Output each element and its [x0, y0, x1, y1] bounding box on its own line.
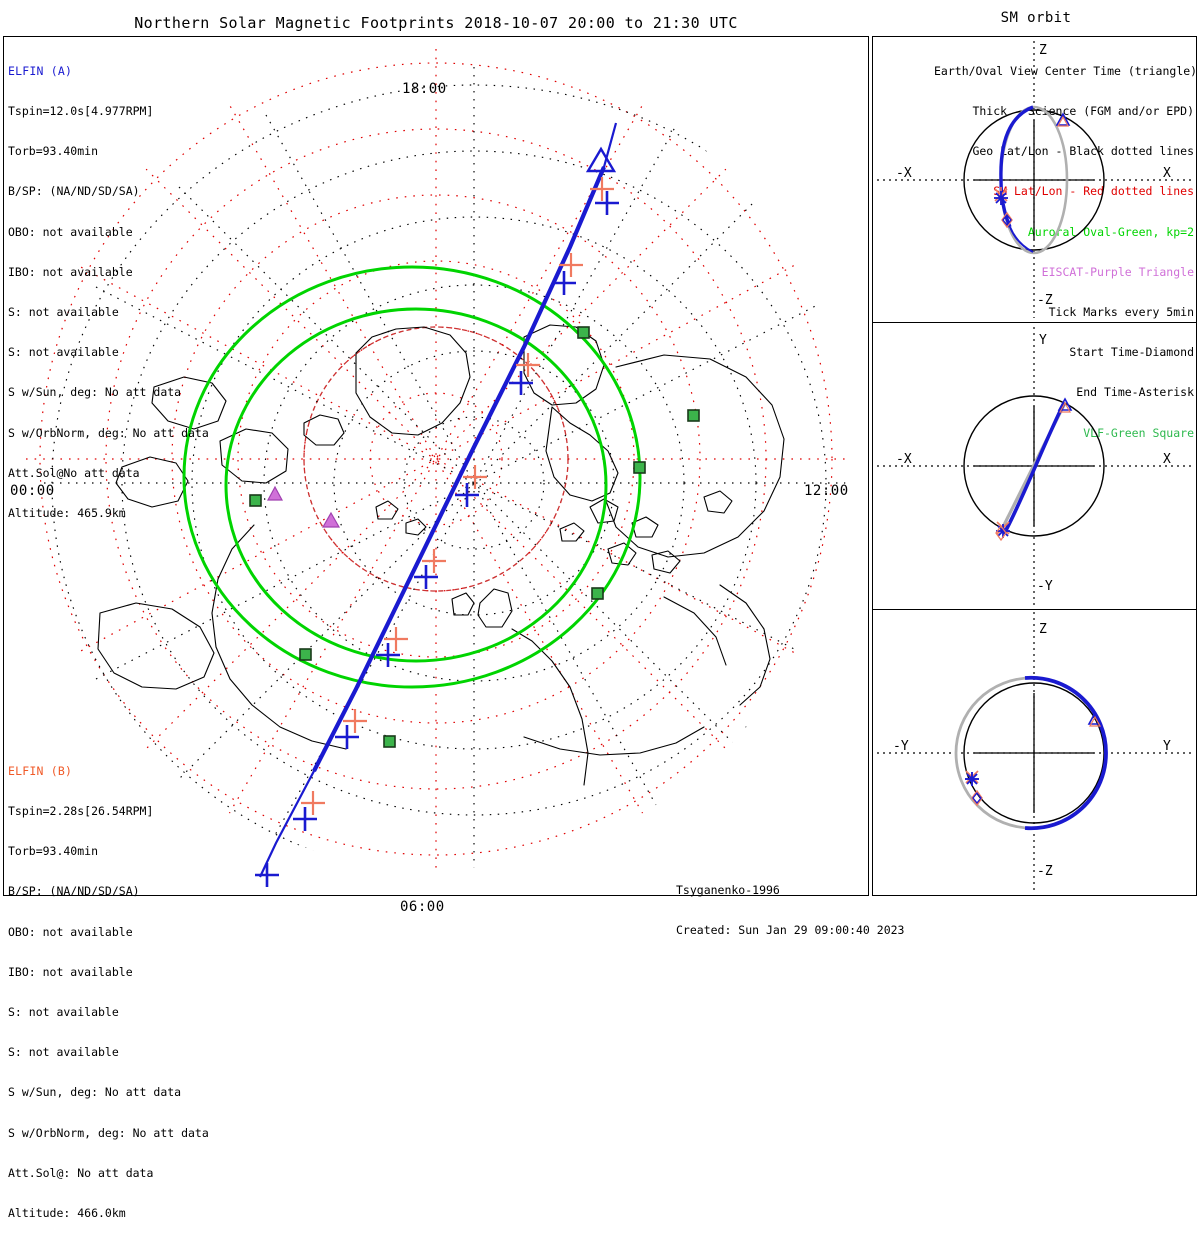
spacecraft-a-line-3: OBO: not available — [8, 224, 133, 239]
orbit-track-thin-xz — [1009, 226, 1034, 253]
ground-track — [255, 122, 619, 887]
eiscat-stations — [266, 485, 341, 528]
legend-item-sm-grid: SM Lat/Lon - Red dotted lines — [993, 184, 1194, 199]
axis-label-xy-bottom: -Y — [1037, 579, 1053, 594]
spacecraft-a-line-8: S w/OrbNorm, deg: No att data — [8, 425, 209, 440]
axis-label-yz-left: -Y — [893, 739, 909, 754]
sm-orbit-column: -X X Z -Z — [872, 36, 1197, 896]
vlf-stations — [249, 326, 700, 748]
orbit-xz-svg — [877, 41, 1192, 318]
screenshot-root: Northern Solar Magnetic Footprints 2018-… — [3, 10, 1198, 1220]
orbit-track-xy — [1002, 402, 1066, 535]
legend-item-geo-grid: Geo Lat/Lon - Black dotted lines — [972, 144, 1194, 159]
spacecraft-b-line-7: S w/Sun, deg: No att data — [8, 1085, 182, 1100]
spacecraft-b-line-10: Altitude: 466.0km — [8, 1206, 126, 1221]
spacecraft-a-line-10: Altitude: 465.9km — [8, 506, 126, 521]
marker-triangle-xy — [1057, 397, 1073, 413]
legend-item-auroral-oval: Auroral Oval-Green, kp=2 — [1027, 224, 1194, 239]
marker-triangle-yz — [1087, 711, 1103, 727]
marker-diamond-xz — [1001, 211, 1013, 229]
orbit-panel-xy: -X X Y -Y — [873, 323, 1196, 610]
axis-label-yz-top: Z — [1039, 622, 1047, 637]
mlt-label-06: 06:00 — [400, 899, 445, 915]
sm-meridians — [26, 49, 846, 869]
axis-label-xy-top: Y — [1039, 333, 1047, 348]
axis-label-xy-left: -X — [896, 452, 912, 467]
earth-disk-xz — [963, 109, 1105, 251]
axis-label-xy-right: X — [1163, 452, 1171, 467]
legend-item-end-time: End Time-Asterisk — [1076, 385, 1194, 400]
polar-map-panel: 18:00 00:00 12:00 06:00 — [3, 36, 869, 915]
orbit-xy-svg — [877, 327, 1192, 605]
axis-label-xz-left: -X — [896, 166, 912, 181]
spacecraft-b-name: ELFIN (B) — [8, 763, 73, 778]
tick-marks-salmon — [301, 177, 614, 815]
axis-label-yz-bottom: -Z — [1037, 864, 1053, 879]
spacecraft-a-line-2: B/SP: (NA/ND/SD/SA) — [8, 184, 140, 199]
track-thick-science — [312, 166, 606, 772]
marker-triangle-xz — [1055, 112, 1071, 127]
spacecraft-a-name: ELFIN (A) — [8, 63, 73, 78]
spacecraft-b-line-2: B/SP: (NA/ND/SD/SA) — [8, 884, 140, 899]
spacecraft-b-line-0: Tspin=2.28s[26.54RPM] — [8, 804, 154, 819]
spacecraft-a-line-4: IBO: not available — [8, 264, 133, 279]
page-title: Northern Solar Magnetic Footprints 2018-… — [134, 14, 738, 32]
orbit-panel-yz: -Y Y Z -Z — [873, 610, 1196, 895]
spacecraft-b-line-6: S: not available — [8, 1045, 119, 1060]
legend-item-start-time: Start Time-Diamond — [1069, 345, 1194, 360]
polar-map-svg — [26, 49, 846, 887]
spacecraft-b-line-5: S: not available — [8, 1005, 119, 1020]
orbit-panel-xz: -X X Z -Z — [873, 37, 1196, 323]
auroral-oval — [182, 265, 642, 689]
marker-diamond-yz — [971, 789, 983, 807]
spacecraft-b-line-8: S w/OrbNorm, deg: No att data — [8, 1125, 209, 1140]
spacecraft-a-line-9: Att.Sol@No att data — [8, 465, 140, 480]
legend-item-eiscat: EISCAT-Purple Triangle — [1041, 264, 1194, 279]
spacecraft-b-line-4: IBO: not available — [8, 964, 133, 979]
axis-label-yz-right: Y — [1163, 739, 1171, 754]
spacecraft-a-info: ELFIN (A) Tspin=12.0s[4.977RPM] Torb=93.… — [8, 38, 209, 547]
spacecraft-b-line-1: Torb=93.40min — [8, 844, 99, 859]
legend: Earth/Oval View Center Time (triangle) T… — [934, 38, 1198, 467]
spacecraft-a-line-1: Torb=93.40min — [8, 144, 99, 159]
spacecraft-b-line-9: Att.Sol@: No att data — [8, 1165, 154, 1180]
credit-block: Tsyganenko-1996 Created: Sun Jan 29 09:0… — [676, 857, 904, 964]
earth-disk-yz — [963, 682, 1105, 824]
spacecraft-a-line-5: S: not available — [8, 305, 119, 320]
model-name: Tsyganenko-1996 — [676, 882, 780, 897]
marker-asterisk-xz — [994, 187, 1008, 205]
legend-item-view-center: Earth/Oval View Center Time (triangle) — [934, 63, 1198, 78]
axis-label-xz-bottom: -Z — [1037, 293, 1053, 308]
spacecraft-a-line-0: Tspin=12.0s[4.977RPM] — [8, 104, 154, 119]
earth-disk-xy — [963, 395, 1105, 537]
spacecraft-a-line-6: S: not available — [8, 345, 119, 360]
tick-marks-blue — [255, 191, 619, 887]
orbit-panel-title: SM orbit — [1000, 10, 1072, 26]
created-timestamp: Created: Sun Jan 29 09:00:40 2023 — [676, 923, 905, 938]
spacecraft-b-line-3: OBO: not available — [8, 924, 133, 939]
legend-item-tick-marks: Tick Marks every 5min — [1048, 305, 1194, 320]
mlt-label-00: 00:00 — [10, 483, 55, 499]
axis-label-xz-right: X — [1163, 166, 1171, 181]
mlt-label-18: 18:00 — [402, 81, 447, 97]
axis-label-xz-top: Z — [1039, 43, 1047, 58]
marker-asterisk-yz — [965, 770, 979, 786]
orbit-track-xz — [999, 105, 1034, 228]
view-center-triangle — [585, 146, 617, 173]
legend-item-vlf: VLF-Green Square — [1083, 425, 1194, 440]
spacecraft-a-line-7: S w/Sun, deg: No att data — [8, 385, 182, 400]
spacecraft-b-info: ELFIN (B) Tspin=2.28s[26.54RPM] Torb=93.… — [8, 738, 209, 1247]
mlt-label-12: 12:00 — [804, 483, 849, 499]
marker-diamond-xy — [995, 524, 1007, 542]
orbit-yz-svg — [877, 612, 1192, 890]
orbit-track-yz — [1024, 675, 1108, 831]
